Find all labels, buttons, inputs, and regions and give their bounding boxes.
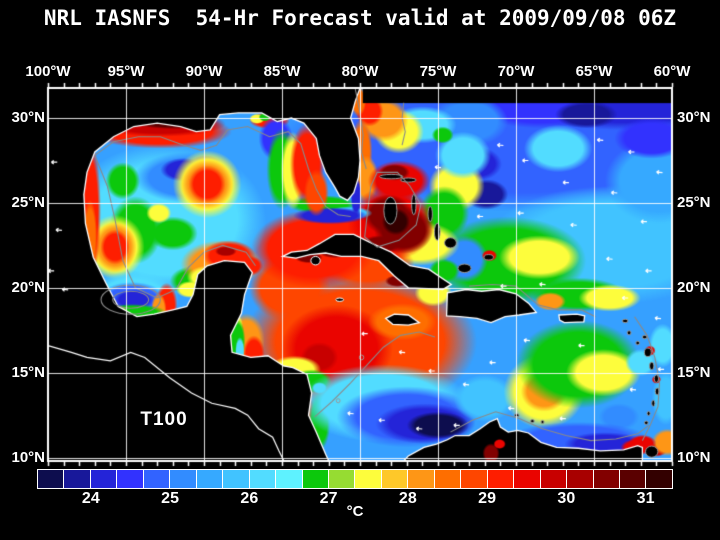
lon-axis-label: 85°W: [263, 63, 301, 80]
colorbar-tick-label: 26: [240, 490, 259, 507]
lat-axis-label-left: 25°N: [11, 193, 45, 211]
lon-axis-label: 80°W: [341, 63, 379, 80]
colorbar-cell: [593, 470, 619, 488]
colorbar-cell: [619, 470, 646, 488]
colorbar-cell: [302, 470, 328, 488]
colorbar: [37, 469, 673, 489]
colorbar-tick-label: 29: [478, 490, 496, 507]
lat-axis-label-left: 15°N: [11, 363, 45, 381]
colorbar-cell: [355, 470, 381, 488]
colorbar-tick-label: 27: [319, 490, 338, 507]
colorbar-tick-label: 30: [557, 490, 576, 507]
colorbar-cell: [170, 470, 196, 488]
lat-axis-label-left: 20°N: [11, 278, 45, 296]
lat-axis-label-right: 20°N: [677, 278, 711, 296]
lon-axis-label: 75°W: [419, 63, 457, 80]
colorbar-cell: [461, 470, 487, 488]
colorbar-cell: [276, 470, 302, 488]
colorbar-cell: [434, 470, 461, 488]
colorbar-cell: [117, 470, 143, 488]
colorbar-cell: [646, 470, 672, 488]
colorbar-cell: [567, 470, 593, 488]
lon-axis-label: 90°W: [185, 63, 223, 80]
plot-title: NRL IASNFS 54-Hr Forecast valid at 2009/…: [43, 6, 677, 30]
colorbar-tick-label: 31: [636, 490, 655, 507]
colorbar-cell: [64, 470, 90, 488]
lon-axis-label: 70°W: [497, 63, 535, 80]
lat-axis-label-right: 25°N: [677, 193, 711, 211]
lon-axis-label: 60°W: [653, 63, 691, 80]
colorbar-unit-label: °C: [346, 503, 364, 520]
colorbar-cell: [249, 470, 276, 488]
colorbar-cell: [540, 470, 567, 488]
lat-axis-label-right: 15°N: [677, 363, 711, 381]
colorbar-cell: [196, 470, 223, 488]
colorbar-cell: [381, 470, 408, 488]
colorbar-cell: [143, 470, 170, 488]
lon-axis-label: 95°W: [107, 63, 145, 80]
lat-axis-label-right: 10°N: [677, 448, 711, 466]
colorbar-cell: [90, 470, 117, 488]
lon-axis-label: 65°W: [575, 63, 613, 80]
colorbar-cell: [328, 470, 355, 488]
lon-axis-label: 100°W: [25, 63, 71, 80]
colorbar-cell: [38, 470, 64, 488]
colorbar-cell: [223, 470, 249, 488]
colorbar-cell: [514, 470, 540, 488]
colorbar-cell: [408, 470, 434, 488]
colorbar-tick-label: 28: [398, 490, 417, 507]
colorbar-tick-label: 24: [81, 490, 100, 507]
lat-axis-label-right: 30°N: [677, 109, 711, 127]
field-depth-label: T100: [140, 409, 188, 430]
colorbar-tick-label: 25: [161, 490, 179, 507]
lat-axis-label-left: 10°N: [11, 448, 45, 466]
colorbar-cell: [487, 470, 514, 488]
lat-axis-label-left: 30°N: [11, 109, 45, 127]
